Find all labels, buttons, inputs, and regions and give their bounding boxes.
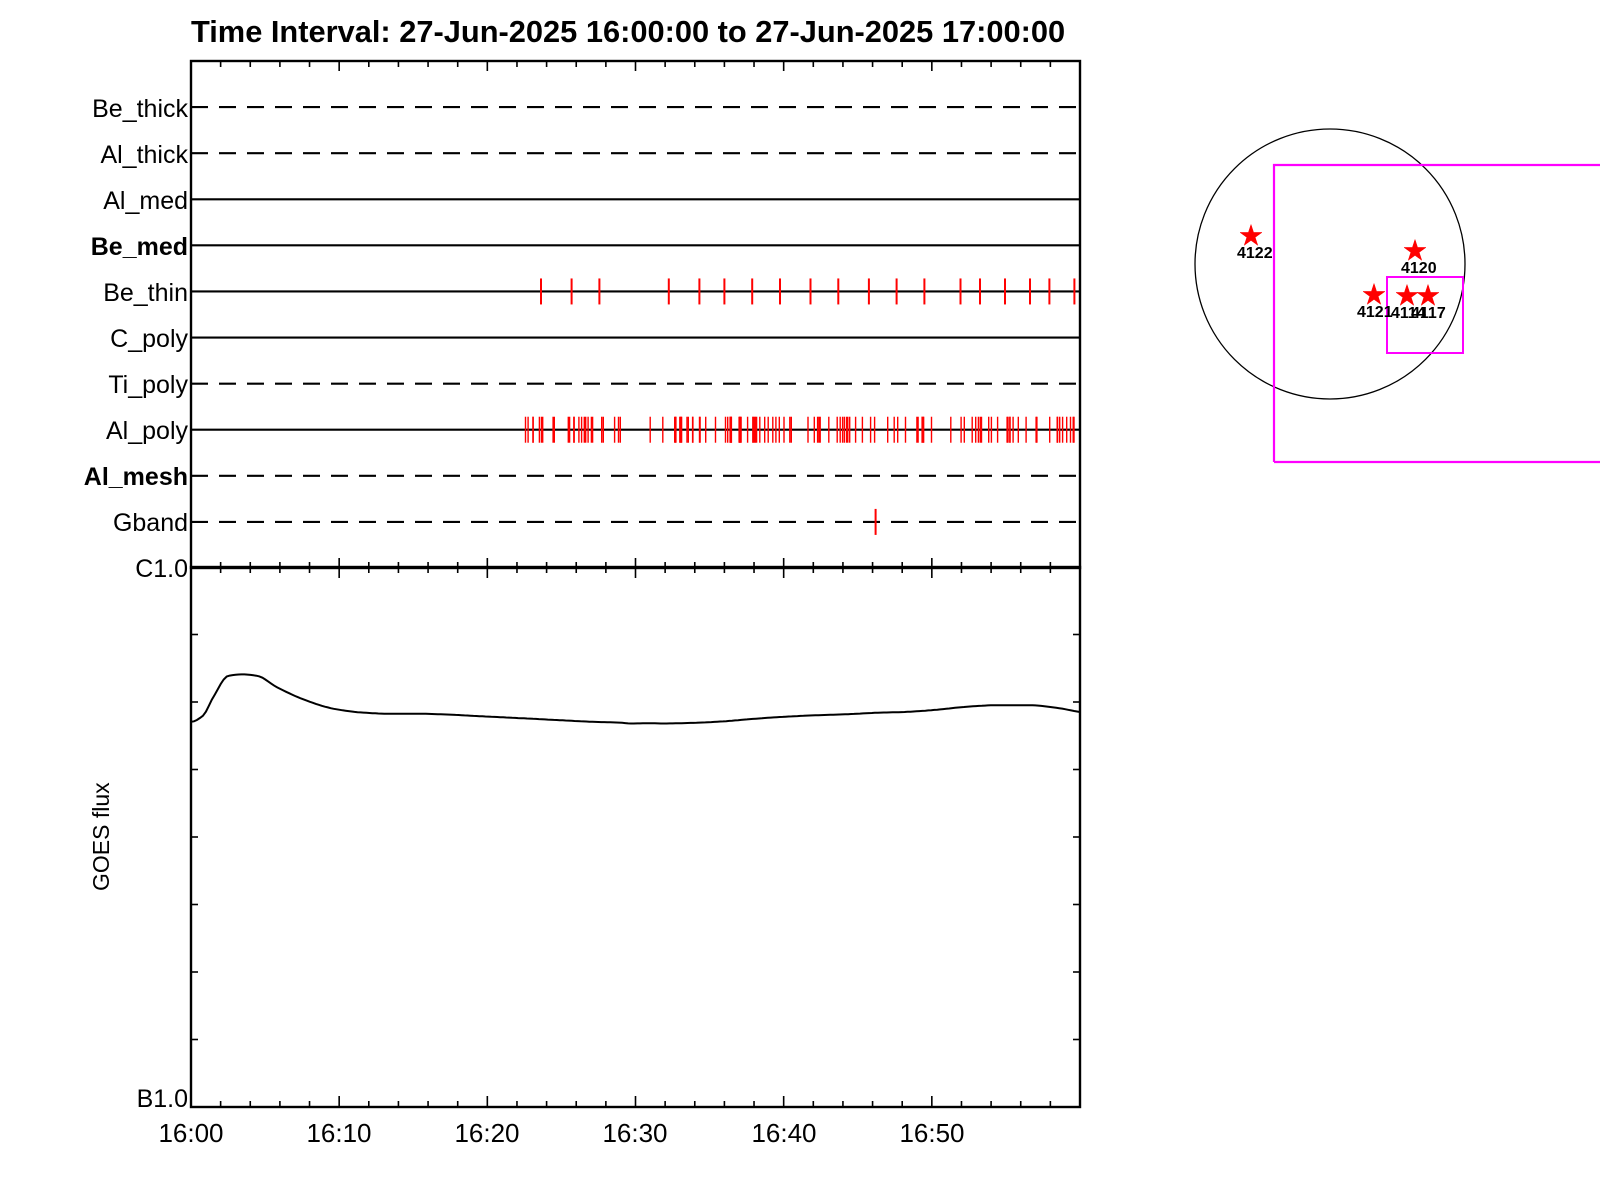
svg-text:4121: 4121 <box>1357 304 1393 321</box>
svg-text:4117: 4117 <box>1411 305 1446 322</box>
svg-text:4122: 4122 <box>1237 245 1273 262</box>
svg-text:4120: 4120 <box>1401 260 1437 277</box>
